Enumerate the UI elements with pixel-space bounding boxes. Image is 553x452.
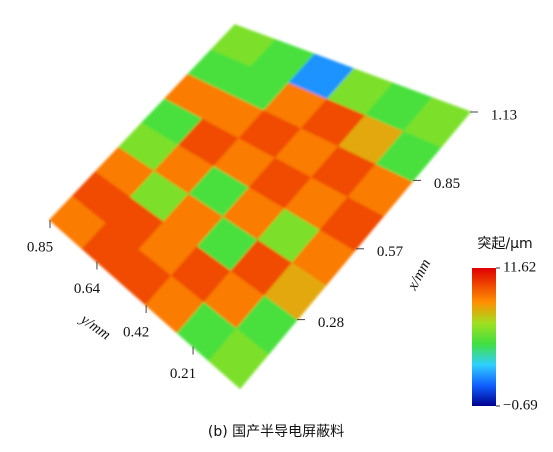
surface xyxy=(50,25,470,388)
y-tick-label: 0.21 xyxy=(170,366,196,382)
colorbar xyxy=(472,268,496,406)
x-tick-label: 0.57 xyxy=(377,244,404,260)
x-tick-label: 0.85 xyxy=(434,176,460,192)
colorbar-tick-label: −0.69 xyxy=(503,397,538,413)
x-tick-label: 1.13 xyxy=(491,107,517,123)
colorbar-title: 突起/μm xyxy=(477,236,532,252)
y-tick-label: 0.85 xyxy=(27,239,53,255)
x-tick-label: 0.28 xyxy=(318,315,344,331)
y-tick-label: 0.64 xyxy=(74,281,101,297)
caption: (b) 国产半导电屏蔽料 xyxy=(208,424,344,440)
y-tick-label: 0.42 xyxy=(123,324,149,340)
chart: 突起/μm x/mm y/mm (b) 国产半导电屏蔽料 0.28 0.57 0.8… xyxy=(0,0,553,452)
y-axis-label: y/mm xyxy=(76,311,114,344)
x-axis-label: x/mm xyxy=(404,256,434,293)
colorbar-tick-label: 11.62 xyxy=(503,259,536,275)
